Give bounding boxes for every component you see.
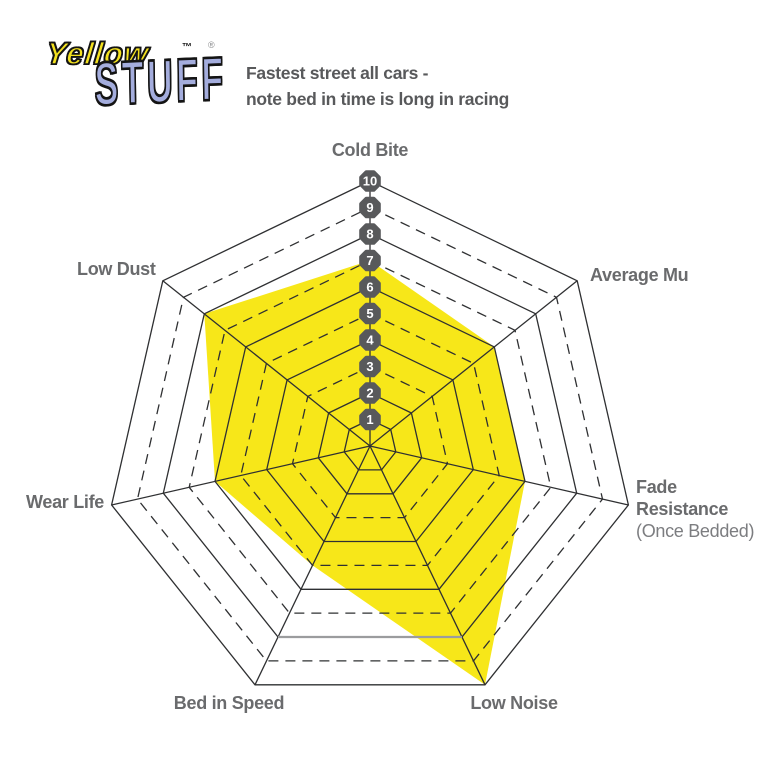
axis-spoke-4 xyxy=(254,445,371,686)
grid-ring-6 xyxy=(214,286,526,590)
chart-title-line1: Fastest street all cars - xyxy=(246,63,429,83)
logo-yellowstuff: Yellow ™ STUFF ® xyxy=(36,28,228,128)
chart-title-line2: note bed in time is long in racing xyxy=(246,89,510,109)
chart-title: Fastest street all cars - note bed in ti… xyxy=(246,60,576,112)
registered-symbol: ® xyxy=(208,40,215,50)
scale-badge-number: 10 xyxy=(363,174,377,189)
scale-badge-2 xyxy=(359,382,381,404)
axis-spoke-6 xyxy=(162,280,371,447)
axis-label-low-dust: Low Dust xyxy=(77,259,156,279)
axis-label-average-mu: Average Mu xyxy=(590,265,689,285)
grid-ring-5 xyxy=(240,312,500,567)
scale-badge-number: 4 xyxy=(366,333,374,348)
grid-ring-1 xyxy=(343,418,397,471)
scale-badge-5 xyxy=(359,302,381,325)
scale-badge-number: 7 xyxy=(366,253,373,268)
scale-badge-number: 1 xyxy=(366,412,373,427)
axis-label-wear-life: Wear Life xyxy=(26,492,104,512)
grid-ring-4 xyxy=(265,339,475,543)
scale-badge-number: 5 xyxy=(366,306,373,321)
axis-label-fade-line3: (Once Bedded) xyxy=(636,521,755,541)
scale-badge-number: 3 xyxy=(366,359,373,374)
scale-badge-3 xyxy=(359,355,381,378)
axis-label-fade-resistance: Fade Resistance (Once Bedded) xyxy=(636,476,754,542)
axis-label-bed-in-speed: Bed in Speed xyxy=(173,693,285,713)
scale-badge-4 xyxy=(359,329,381,351)
scale-badge-10 xyxy=(359,170,381,192)
trademark-symbol: ™ xyxy=(182,42,192,53)
axis-spoke-5 xyxy=(111,445,371,506)
grid-ring-7 xyxy=(188,259,552,614)
axis-label-fade-line2: Resistance xyxy=(636,499,729,519)
axis-spoke-2 xyxy=(369,445,629,506)
axis-spoke-3 xyxy=(369,445,486,686)
grid-ring-10 xyxy=(110,180,630,686)
axis-label-fade-line1: Fade xyxy=(636,477,677,497)
data-polygon-yellowstuff xyxy=(204,260,526,685)
scale-badge-8 xyxy=(359,223,381,245)
logo-word-stuff: STUFF xyxy=(93,43,228,119)
axis-label-low-noise: Low Noise xyxy=(470,693,558,713)
scale-badge-9 xyxy=(359,196,381,219)
scale-badge-7 xyxy=(359,249,381,272)
axis-label-cold-bite: Cold Bite xyxy=(331,140,409,160)
scale-badge-1 xyxy=(359,408,381,431)
grid-ring-9 xyxy=(136,206,604,662)
axis-spoke-1 xyxy=(369,280,578,447)
grid-ring-2 xyxy=(317,392,423,495)
scale-badge-number: 9 xyxy=(366,200,373,215)
scale-badge-6 xyxy=(359,276,381,298)
scale-badge-number: 6 xyxy=(366,280,373,295)
grid-ring-3 xyxy=(291,365,449,519)
scale-badge-number: 8 xyxy=(366,227,373,242)
scale-badge-number: 2 xyxy=(366,386,373,401)
